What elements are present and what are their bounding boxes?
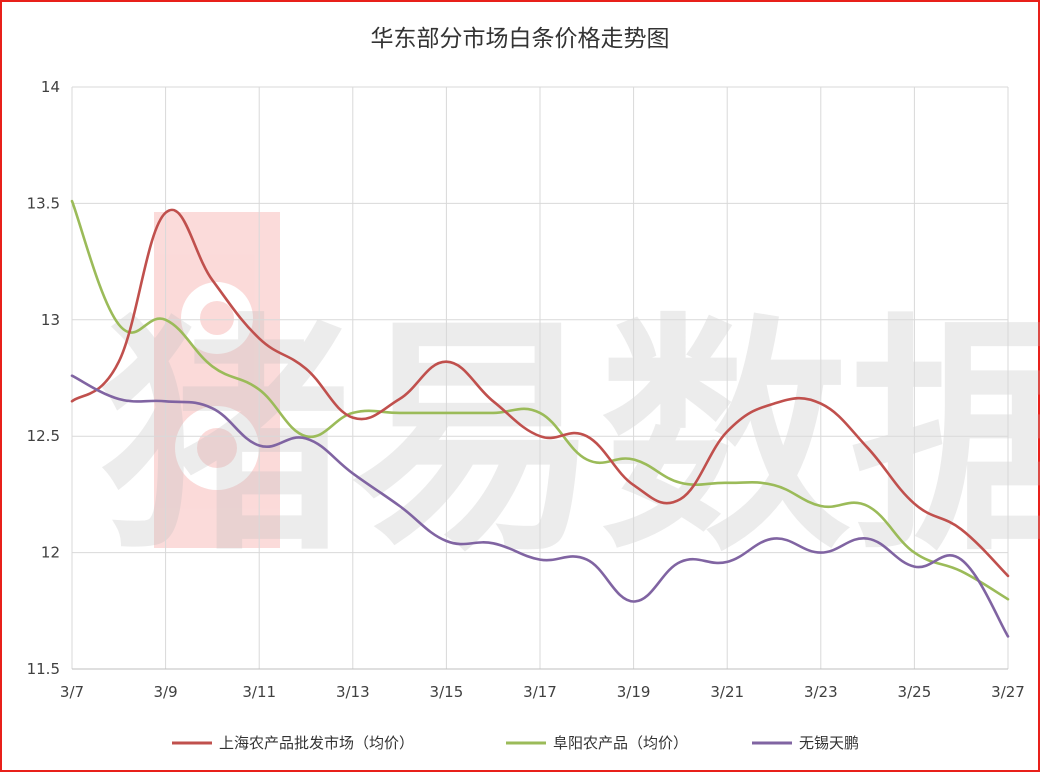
x-tick-label: 3/27 (991, 683, 1025, 701)
y-tick-label: 12.5 (27, 427, 60, 445)
series-line-2 (70, 199, 1010, 601)
y-tick-label: 13.5 (27, 194, 60, 212)
x-tick-label: 3/17 (523, 683, 557, 701)
x-tick-label: 3/19 (617, 683, 651, 701)
y-tick-label: 14 (41, 78, 60, 96)
x-tick-label: 3/9 (154, 683, 178, 701)
x-tick-label: 3/13 (336, 683, 370, 701)
legend: 上海农产品批发市场（均价） 阜阳农产品（均价） 无锡天鹏 (172, 734, 859, 752)
legend-label-2: 阜阳农产品（均价） (553, 734, 688, 752)
x-tick-label: 3/15 (430, 683, 464, 701)
legend-label-1: 上海农产品批发市场（均价） (219, 734, 414, 752)
series-line-1 (70, 208, 1010, 578)
y-tick-label: 12 (41, 544, 60, 562)
series-line-3 (70, 374, 1010, 638)
x-axis: 3/7 3/9 3/11 3/13 3/15 3/17 3/19 3/21 3/23 3/25 3/… (60, 683, 1025, 701)
y-axis: 11.5 12 12.5 13 13.5 14 (27, 78, 60, 678)
y-tick-label: 11.5 (27, 660, 60, 678)
y-tick-label: 13 (41, 311, 60, 329)
series-group (70, 199, 1010, 638)
watermark-text: 猪易数据 (100, 293, 1040, 584)
x-tick-label: 3/25 (898, 683, 932, 701)
x-tick-label: 3/11 (242, 683, 276, 701)
x-tick-label: 3/23 (804, 683, 838, 701)
legend-label-3: 无锡天鹏 (799, 734, 859, 752)
chart-title: 华东部分市场白条价格走势图 (371, 26, 670, 52)
x-tick-label: 3/21 (710, 683, 744, 701)
x-tick-label: 3/7 (60, 683, 84, 701)
